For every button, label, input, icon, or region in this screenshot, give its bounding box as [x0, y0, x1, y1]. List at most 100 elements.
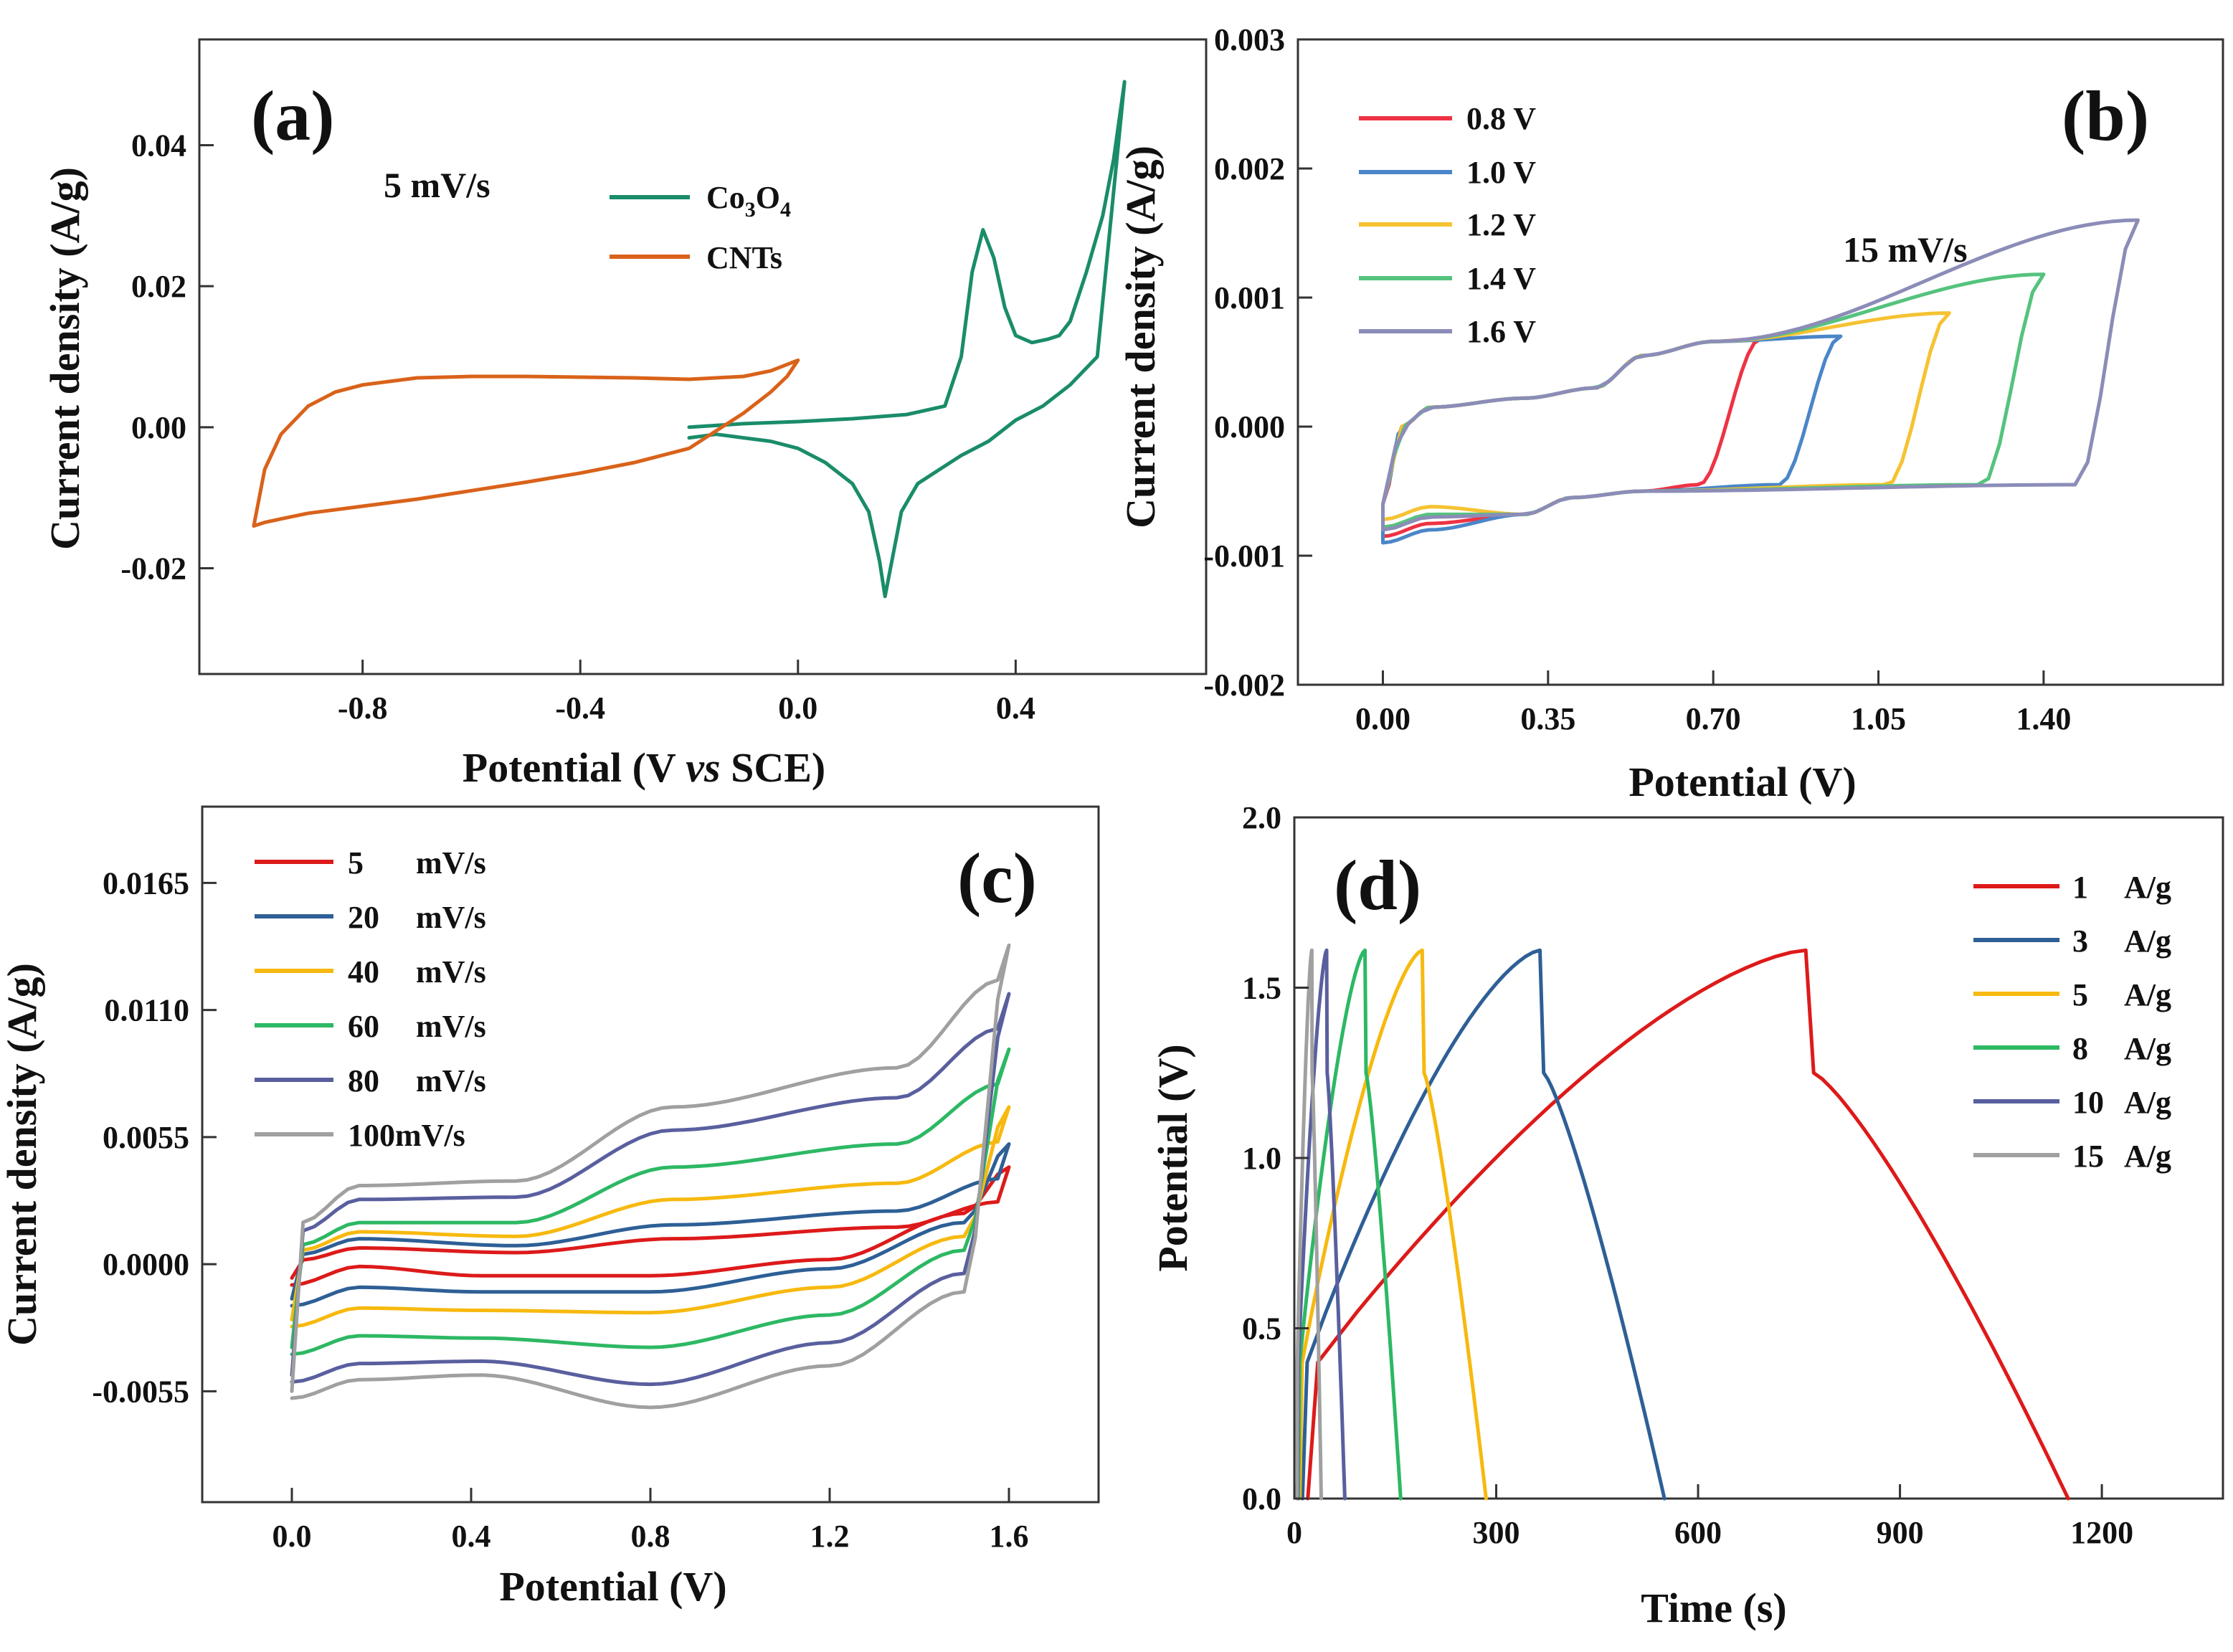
panel-b-frame	[1296, 38, 2224, 686]
panel-a-xlabel: Potential (V vs SCE)	[463, 744, 825, 791]
panel-c-ytick-label: 0.0110	[104, 993, 189, 1028]
panel-a-rate-note: 5 mV/s	[384, 165, 490, 205]
legend-label-10ag: 10 A/g	[2072, 1085, 2171, 1120]
series-1-a-g	[1306, 948, 2070, 1501]
panel-d-ytick-label: 0.5	[1242, 1311, 1281, 1347]
panel-b-ytick-label: 0.003	[1214, 22, 1285, 57]
legend-label-5mvs: 5 mV/s	[348, 845, 486, 880]
panel-b-legend: 0.8 V 1.0 V 1.2 V 1.4 V 1.6 V	[1359, 101, 1536, 349]
panel-d-xlabel: Time (s)	[1641, 1585, 1787, 1631]
panel-a-ytick-label: 0.00	[131, 410, 186, 445]
panel-c-letter: (c)	[957, 838, 1037, 918]
panel-d-xtick-label: 300	[1473, 1515, 1520, 1550]
panel-a: -0.8 -0.4 0.0 0.4 -0.02 0.00 0.02 0.04 (a) 5 mV…	[42, 38, 1208, 791]
series-1-0-v	[1381, 334, 1843, 545]
series-10-a-g	[1296, 948, 1347, 1501]
panel-b-series	[1381, 218, 2140, 545]
panel-b-xtick-label: 1.40	[2016, 701, 2071, 736]
panel-c-series	[290, 943, 1011, 1410]
panel-d: 0 300 600 900 1200 0.0 0.5 1.0 1.5 2.0 (d) 1 A/g 3…	[1149, 800, 2224, 1631]
series-1-6-v	[1381, 218, 2140, 532]
panel-c-legend: 5 mV/s 20 mV/s 40 mV/s 60 mV/s 80 mV/s 100mV/…	[255, 845, 486, 1153]
panel-a-xtick-label: -0.8	[338, 690, 388, 726]
legend-label-5ag: 5 A/g	[2072, 977, 2171, 1012]
panel-b-ytick-label: -0.002	[1203, 668, 1285, 703]
legend-label-20mvs: 20 mV/s	[348, 900, 486, 935]
series-5-mv-s	[290, 1165, 1011, 1287]
panel-b-letter: (b)	[2062, 76, 2149, 156]
panel-c-ytick-label: -0.0055	[92, 1374, 189, 1409]
panel-d-ytick-label: 1.5	[1242, 971, 1281, 1006]
panel-c-xtick-label: 1.2	[810, 1519, 850, 1554]
panel-c-xtick-label: 0.4	[452, 1519, 491, 1554]
legend-label-8ag: 8 A/g	[2072, 1031, 2171, 1066]
panel-a-ylabel: Current density (A/g)	[42, 167, 88, 550]
panel-d-xtick-label: 900	[1877, 1515, 1924, 1550]
series-40-mv-s	[290, 1105, 1011, 1329]
legend-label-1-6v: 1.6 V	[1466, 314, 1536, 349]
legend-label-co3o4: Co3O4	[706, 180, 791, 222]
legend-label-0-8v: 0.8 V	[1466, 101, 1536, 136]
panel-b-xlabel: Potential (V)	[1628, 759, 1856, 805]
panel-a-ytick-label: 0.02	[131, 269, 186, 304]
panel-b-rate-note: 15 mV/s	[1843, 229, 1968, 270]
panel-d-ticks: 0 300 600 900 1200 0.0 0.5 1.0 1.5 2.0	[1242, 800, 2133, 1550]
panel-d-series	[1295, 948, 2070, 1501]
series-3-a-g	[1300, 948, 1667, 1501]
panel-c-ytick-label: 0.0055	[103, 1120, 189, 1155]
series-5-a-g	[1298, 948, 1488, 1501]
panel-a-series	[252, 80, 1127, 599]
panel-d-ylabel: Potential (V)	[1149, 1044, 1196, 1271]
panel-b: 0.00 0.35 0.70 1.05 1.40 -0.002 -0.001 0.000 0.0…	[1117, 22, 2224, 805]
series-15-a-g	[1295, 948, 1323, 1501]
panel-b-xtick-label: 0.70	[1686, 701, 1741, 736]
legend-label-40mvs: 40 mV/s	[348, 954, 486, 989]
legend-label-60mvs: 60 mV/s	[348, 1009, 486, 1044]
series-20-mv-s	[290, 1142, 1011, 1308]
panel-d-xtick-label: 1200	[2070, 1515, 2133, 1550]
panel-d-xtick-label: 0	[1286, 1515, 1302, 1550]
panel-a-xtick-label: 0.4	[996, 690, 1035, 726]
panel-c-xtick-label: 1.6	[990, 1519, 1029, 1554]
panel-d-ytick-label: 2.0	[1242, 800, 1281, 835]
legend-label-1ag: 1 A/g	[2072, 870, 2171, 905]
panel-b-xtick-label: 0.00	[1355, 701, 1411, 736]
panel-a-ticks: -0.8 -0.4 0.0 0.4 -0.02 0.00 0.02 0.04	[120, 128, 1035, 726]
panel-b-ytick-label: 0.002	[1214, 151, 1285, 186]
panel-b-ytick-label: 0.000	[1214, 409, 1285, 445]
legend-label-15ag: 15 A/g	[2072, 1139, 2171, 1174]
panel-c-xtick-label: 0.8	[631, 1519, 670, 1554]
panel-d-xtick-label: 600	[1674, 1515, 1722, 1550]
panel-c-ytick-label: 0.0000	[103, 1247, 189, 1282]
panel-c-xlabel: Potential (V)	[499, 1563, 726, 1610]
legend-label-cnts: CNTs	[706, 240, 782, 275]
panel-c: 0.0 0.4 0.8 1.2 1.6 -0.0055 0.0000 0.0055 0.0110…	[0, 805, 1100, 1610]
legend-label-100mvs: 100mV/s	[348, 1118, 465, 1153]
panel-a-xtick-label: 0.0	[778, 690, 817, 726]
panel-a-xtick-label: -0.4	[555, 690, 605, 726]
panel-b-ylabel: Current density (A/g)	[1117, 146, 1164, 528]
panel-d-letter: (d)	[1334, 845, 1421, 925]
panel-b-xtick-label: 1.05	[1851, 701, 1906, 736]
panel-b-ticks: 0.00 0.35 0.70 1.05 1.40 -0.002 -0.001 0.000 0.0…	[1203, 22, 2071, 736]
panel-d-legend: 1 A/g 3 A/g 5 A/g 8 A/g 10 A/g 15 A/g	[1973, 870, 2171, 1174]
legend-label-3ag: 3 A/g	[2072, 924, 2171, 959]
series-100mv-s	[290, 943, 1011, 1410]
series-co3o4	[687, 80, 1127, 599]
panel-d-ytick-label: 0.0	[1242, 1481, 1281, 1516]
panel-c-ytick-label: 0.0165	[103, 865, 189, 901]
legend-label-1-2v: 1.2 V	[1466, 207, 1536, 242]
panel-b-ytick-label: 0.001	[1214, 280, 1285, 315]
panel-c-ticks: 0.0 0.4 0.8 1.2 1.6 -0.0055 0.0000 0.0055 0.0110…	[92, 865, 1028, 1554]
panel-d-ytick-label: 1.0	[1242, 1141, 1281, 1176]
panel-a-ytick-label: 0.04	[131, 128, 186, 163]
panel-a-frame	[198, 38, 1208, 675]
series-60-mv-s	[290, 1047, 1011, 1357]
series-80-mv-s	[290, 992, 1011, 1387]
panel-b-ytick-label: -0.001	[1203, 538, 1285, 574]
legend-label-1-0v: 1.0 V	[1466, 155, 1536, 190]
series-cnts	[252, 358, 800, 528]
panel-a-ytick-label: -0.02	[120, 551, 186, 587]
panel-c-xtick-label: 0.0	[272, 1519, 312, 1554]
